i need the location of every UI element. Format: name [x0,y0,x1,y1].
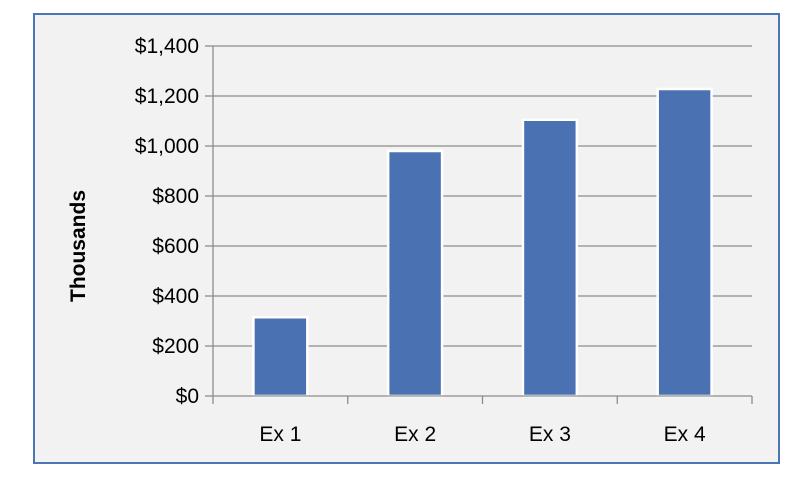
y-tick-label: $0 [176,385,199,408]
y-tick-label: $200 [152,335,199,358]
y-tick-label: $600 [152,235,199,258]
bar-ex-3 [521,118,579,398]
x-tick-label: Ex 4 [664,423,706,446]
bars [252,87,713,398]
bar-ex-1 [252,316,309,398]
x-tick-label: Ex 2 [394,423,436,446]
y-tick-labels: $0 $200 $400 $600 $800 $1,000 $1,200 $1,400 [135,35,199,408]
y-tick-label: $1,200 [135,85,199,108]
y-tick-label: $1,400 [135,35,199,58]
bar-ex-2 [386,149,444,398]
y-tick-label: $1,000 [135,135,199,158]
y-tick-label: $400 [152,285,199,308]
y-tick-label: $800 [152,185,199,208]
axes [205,45,753,404]
y-axis-title: Thousands [67,190,90,302]
x-tick-label: Ex 1 [259,423,301,446]
x-tick-labels: Ex 1 Ex 2 Ex 3 Ex 4 [259,423,706,446]
x-tick-label: Ex 3 [529,423,571,446]
bar-ex-4 [656,87,713,398]
